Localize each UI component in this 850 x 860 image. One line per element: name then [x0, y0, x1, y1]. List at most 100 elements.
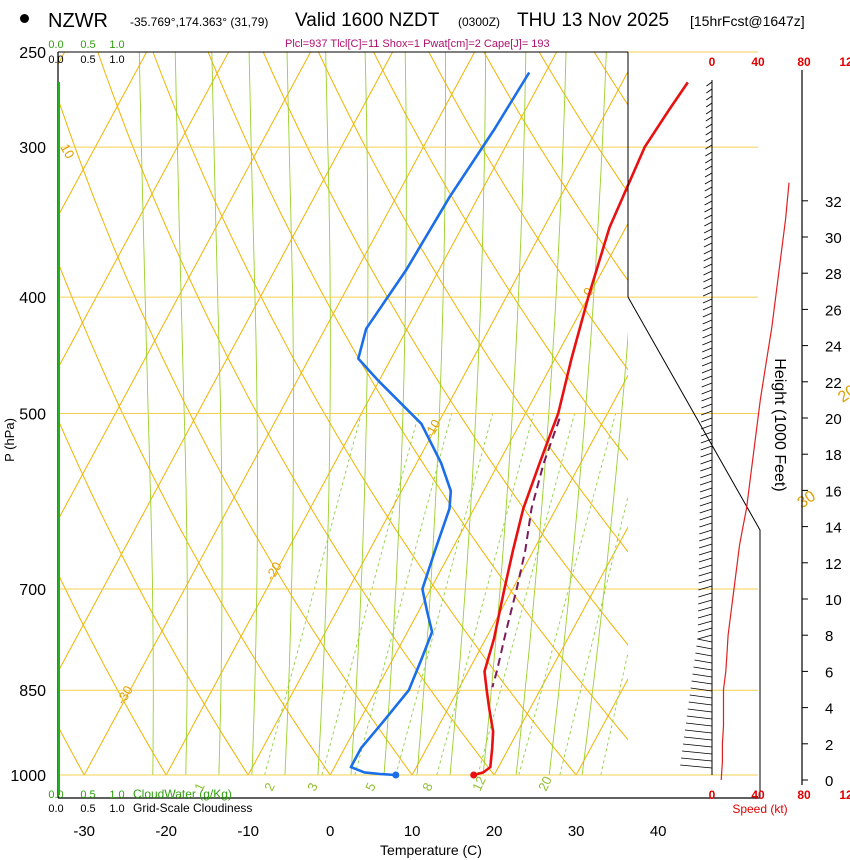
- wind-barb: [701, 389, 713, 395]
- height-tick-label: 20: [825, 411, 842, 428]
- wind-barb: [682, 743, 713, 748]
- wind-barb: [705, 144, 713, 150]
- y-tick-label: 300: [19, 140, 46, 157]
- y-tick-label: 1000: [10, 768, 46, 785]
- moist-adiabat: [581, 331, 628, 775]
- height-tick-label: 12: [825, 556, 842, 573]
- moist-adiabat: [482, 52, 527, 775]
- wind-barb: [693, 666, 713, 671]
- wind-barb: [702, 291, 713, 297]
- x-tick-label: 0: [326, 823, 334, 840]
- wind-barb: [698, 578, 713, 584]
- mixing-ratio-label: 2: [261, 780, 278, 793]
- height-tick-label: 22: [825, 375, 842, 392]
- isotherm-line: [493, 526, 628, 775]
- moist-adiabat: [317, 52, 331, 775]
- valid-time-utc: (0300Z): [458, 15, 501, 29]
- height-tick-label: 6: [825, 664, 833, 681]
- moist-adiabat: [174, 52, 188, 775]
- wind-barb: [702, 312, 713, 318]
- wind-barb: [704, 214, 713, 220]
- mixing-ratio-line: [600, 650, 628, 775]
- wind-barb: [698, 564, 713, 570]
- wind-barb: [688, 701, 713, 706]
- wind-barb: [697, 638, 713, 643]
- mixing-ratio-line: [559, 494, 628, 775]
- cloudiness-tick-label: 1.0: [109, 54, 124, 66]
- wind-profile: [680, 80, 790, 781]
- isotherm-line: [58, 52, 148, 218]
- isotherm-line: [411, 374, 628, 775]
- surface-dewpoint-dot: [392, 771, 400, 779]
- surface-temperature-dot: [470, 771, 478, 779]
- dry-adiabat: [207, 52, 628, 741]
- dry-adiabat: [152, 52, 577, 775]
- isotherm-label: 10: [57, 141, 77, 161]
- wind-barb: [705, 151, 713, 157]
- x-axis-title: Temperature (C): [380, 842, 482, 858]
- wind-barb: [701, 403, 713, 409]
- wind-barb: [702, 326, 713, 332]
- station-coords: -35.769°,174.363° (31,79): [130, 15, 269, 29]
- wind-barb: [698, 571, 713, 577]
- height-tick-label: 4: [825, 701, 833, 718]
- wind-barb: [705, 123, 713, 129]
- isotherm-line: [165, 52, 558, 775]
- wind-barb: [692, 673, 713, 678]
- wind-barb: [697, 613, 713, 619]
- speed-axis-title: Speed (kt): [732, 802, 787, 816]
- cloudiness-tick-label: 1.0: [109, 803, 124, 815]
- wind-barb: [706, 88, 713, 94]
- moist-adiabat: [211, 52, 223, 775]
- dry-adiabat: [97, 52, 495, 775]
- wind-barb: [699, 522, 713, 528]
- wind-barb: [699, 529, 713, 535]
- plot-area: [58, 31, 850, 801]
- cloudwater-tick-label: 0.5: [80, 39, 95, 51]
- moist-adiabat: [350, 52, 369, 775]
- wind-barb: [681, 757, 713, 762]
- wind-barb: [684, 729, 713, 734]
- wind-barb: [699, 480, 713, 486]
- x-tick-label: 40: [650, 823, 667, 840]
- wind-barb: [701, 410, 713, 416]
- wind-barb: [704, 221, 713, 227]
- speed-tick-label: 80: [797, 788, 811, 802]
- moist-adiabat: [138, 52, 154, 775]
- wind-barb: [703, 284, 713, 290]
- wind-barb: [701, 396, 713, 402]
- mixing-ratio-line: [436, 413, 535, 775]
- wind-barb: [698, 599, 713, 605]
- series-dewpoint-line: [349, 71, 531, 777]
- wind-barb: [700, 452, 713, 458]
- wind-barb: [705, 137, 713, 143]
- wind-barb: [700, 445, 713, 451]
- wind-barb: [706, 95, 713, 101]
- valid-time: Valid 1600 NZDT: [295, 10, 440, 31]
- wind-barb: [698, 550, 713, 556]
- wind-barb: [697, 606, 713, 612]
- wind-barb: [702, 319, 713, 325]
- mixing-ratio-line: [321, 413, 420, 775]
- dry-adiabat: [262, 52, 628, 646]
- wind-barb: [701, 354, 713, 360]
- wind-barb: [702, 333, 713, 339]
- mixing-ratio-line: [395, 413, 494, 775]
- height-axis-title: Height (1000 Feet): [771, 358, 788, 491]
- wind-barb: [697, 634, 713, 640]
- wind-barb: [704, 186, 713, 192]
- wind-barb: [701, 375, 713, 381]
- wind-barb: [704, 200, 713, 206]
- wind-barb: [701, 361, 713, 367]
- wind-barb: [700, 417, 713, 423]
- wind-barb: [702, 347, 713, 353]
- wind-barb: [699, 508, 713, 514]
- wind-barb: [682, 750, 713, 755]
- wind-barb: [687, 708, 713, 713]
- dry-adiabat: [373, 52, 628, 461]
- forecast-info: [15hrFcst@1647z]: [690, 13, 805, 29]
- moist-adiabat: [449, 52, 487, 775]
- isotherm-line: [644, 31, 850, 801]
- y-tick-label: 500: [19, 407, 46, 424]
- mixing-ratio-label: 3: [304, 780, 321, 793]
